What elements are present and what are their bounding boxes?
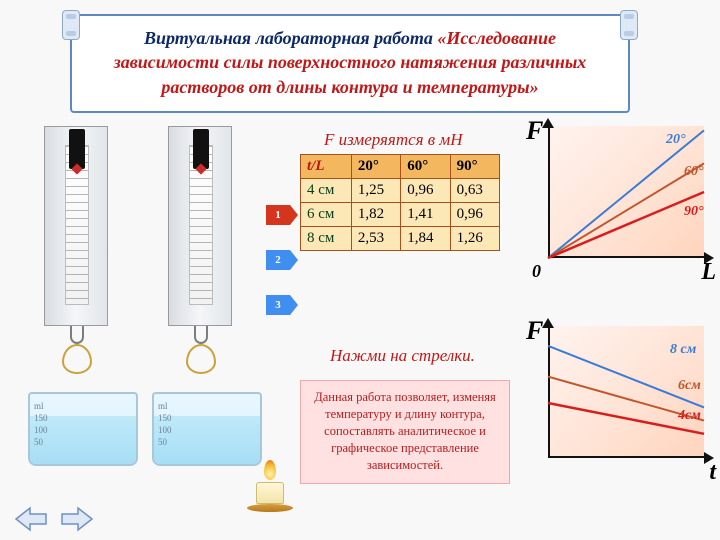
beaker-left: ml 150 100 50: [28, 392, 138, 466]
cell-value: 0,96: [401, 179, 450, 203]
hook-icon: [194, 326, 208, 344]
series-line: [548, 192, 704, 258]
series-line: [548, 163, 704, 258]
table-head: 60°: [401, 155, 450, 179]
cell-value: 2,53: [351, 227, 400, 251]
table-row: 4 см 1,25 0,96 0,63: [301, 179, 500, 203]
beaker-mark: 50: [34, 436, 48, 448]
title-banner: Виртуальная лабораторная работа «Исследо…: [70, 14, 630, 113]
scroll-ornament-left: [62, 10, 80, 40]
cell-length: 4 см: [301, 179, 352, 203]
row-marker-2[interactable]: 2: [266, 250, 290, 270]
dynamometer-left: [44, 126, 108, 326]
beaker-mark: 150: [158, 412, 172, 424]
dynamometer-right: [168, 126, 232, 326]
cell-value: 0,96: [450, 203, 499, 227]
cell-length: 6 см: [301, 203, 352, 227]
cell-value: 1,25: [351, 179, 400, 203]
row-marker-3[interactable]: 3: [266, 295, 290, 315]
dyno-frame: [168, 126, 232, 326]
chart2-xlabel: t: [709, 459, 716, 486]
scroll-ornament-right: [620, 10, 638, 40]
beaker-mark: 150: [34, 412, 48, 424]
title-box: Виртуальная лабораторная работа «Исследо…: [70, 14, 630, 113]
cell-length: 8 см: [301, 227, 352, 251]
cell-value: 0,63: [450, 179, 499, 203]
series-label: 4см: [678, 408, 701, 424]
cell-value: 1,84: [401, 227, 450, 251]
beaker-mark: 100: [158, 424, 172, 436]
next-slide-button[interactable]: [60, 506, 94, 532]
wire-loop-left: [62, 344, 92, 374]
chart-f-vs-l: F 0 L 20°60°90°: [530, 120, 710, 280]
cell-value: 1,82: [351, 203, 400, 227]
table-head: 20°: [351, 155, 400, 179]
beaker-unit: ml: [158, 400, 172, 412]
cell-value: 1,41: [401, 203, 450, 227]
table-head: t/L: [301, 155, 352, 179]
cell-value: 1,26: [450, 227, 499, 251]
table-row: 8 см 2,53 1,84 1,26: [301, 227, 500, 251]
series-label: 8 см: [670, 342, 696, 358]
candle-icon: [246, 460, 294, 514]
title-prefix: Виртуальная лабораторная работа: [144, 28, 437, 48]
table-head: 90°: [450, 155, 499, 179]
units-label: F измеряятся в мН: [324, 130, 463, 150]
prev-slide-button[interactable]: [14, 506, 48, 532]
chart1-origin: 0: [532, 261, 541, 282]
series-label: 6см: [678, 378, 701, 394]
series-label: 60°: [684, 164, 704, 180]
beaker-mark: 50: [158, 436, 172, 448]
hook-icon: [70, 326, 84, 344]
row-marker-1[interactable]: 1: [266, 205, 290, 225]
chart2-ylabel: F: [526, 316, 543, 346]
series-line: [548, 130, 704, 258]
click-hint: Нажми на стрелки.: [330, 346, 475, 366]
candle-holder: [247, 504, 293, 512]
flame-icon: [264, 460, 276, 480]
beaker-mark: 100: [34, 424, 48, 436]
series-label: 20°: [666, 132, 686, 148]
series-label: 90°: [684, 204, 704, 220]
table-row: 6 см 1,82 1,41 0,96: [301, 203, 500, 227]
chart-f-vs-t: F t 8 см6см4см: [530, 320, 710, 480]
wire-loop-right: [186, 344, 216, 374]
chart1-xlabel: L: [701, 259, 716, 286]
beaker-right: ml 150 100 50: [152, 392, 262, 466]
table-header-row: t/L 20° 60° 90°: [301, 155, 500, 179]
candle-body: [256, 482, 284, 504]
description-box: Данная работа позволяет, изменяя темпера…: [300, 380, 510, 484]
beaker-marks: ml 150 100 50: [34, 400, 48, 448]
beaker-unit: ml: [34, 400, 48, 412]
dyno-frame: [44, 126, 108, 326]
data-table: t/L 20° 60° 90° 4 см 1,25 0,96 0,63 6 см…: [300, 154, 500, 251]
chart1-ylabel: F: [526, 116, 543, 146]
beaker-marks: ml 150 100 50: [158, 400, 172, 448]
